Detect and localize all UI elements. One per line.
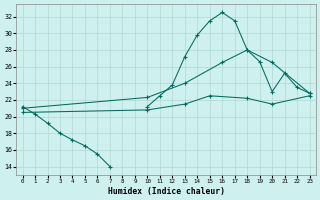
X-axis label: Humidex (Indice chaleur): Humidex (Indice chaleur) bbox=[108, 187, 225, 196]
